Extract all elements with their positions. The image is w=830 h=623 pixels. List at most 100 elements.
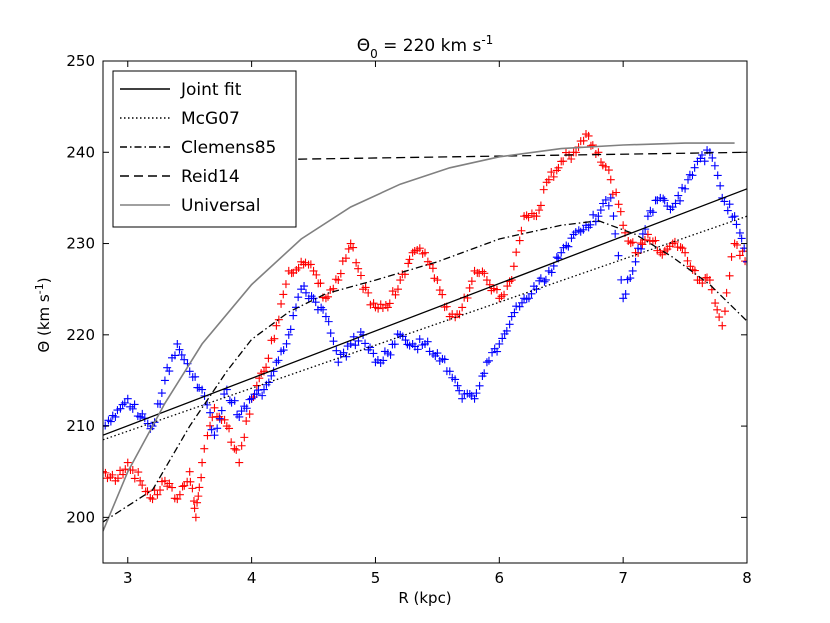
data-point: [735, 228, 744, 237]
data-point: [230, 396, 239, 405]
data-point: [604, 201, 613, 210]
data-point: [379, 356, 388, 365]
data-point: [191, 372, 200, 381]
data-point: [103, 421, 110, 430]
data-point: [210, 431, 219, 440]
legend-label: McG07: [181, 109, 240, 129]
data-point: [510, 308, 519, 317]
data-point: [168, 483, 177, 492]
data-point: [279, 290, 288, 299]
data-point: [482, 276, 491, 285]
data-point: [495, 294, 504, 303]
data-point: [586, 141, 595, 150]
data-point: [235, 458, 244, 467]
data-point: [206, 421, 215, 430]
data-point: [128, 466, 137, 475]
data-point: [710, 161, 719, 170]
joint-fit-line: [103, 188, 747, 436]
data-point: [401, 336, 410, 345]
data-point: [606, 175, 615, 184]
data-point: [123, 458, 132, 467]
data-point: [722, 288, 731, 297]
data-point: [351, 341, 360, 350]
data-point: [451, 375, 460, 384]
data-point: [492, 285, 501, 294]
data-point: [369, 299, 378, 308]
data-point: [274, 356, 283, 365]
data-point: [541, 275, 550, 284]
data-point: [160, 376, 169, 385]
data-point: [326, 329, 335, 338]
data-point: [334, 276, 343, 285]
data-point: [554, 163, 563, 172]
data-point: [656, 248, 665, 257]
legend-label: Clemens85: [181, 138, 276, 158]
data-point: [609, 212, 618, 221]
data-point: [237, 407, 246, 416]
data-point: [715, 313, 724, 322]
data-point: [334, 358, 343, 367]
data-point: [509, 262, 518, 271]
data-point: [128, 404, 137, 413]
data-point: [557, 248, 566, 257]
data-point: [200, 444, 209, 453]
data-point: [203, 431, 212, 440]
data-point: [118, 400, 127, 409]
data-point: [678, 244, 687, 253]
data-point: [207, 425, 216, 434]
data-point: [698, 279, 707, 288]
data-point: [220, 415, 229, 424]
data-point: [674, 191, 683, 200]
data-point: [683, 256, 692, 265]
legend-box: [112, 70, 297, 228]
model-lines-layer: [103, 142, 747, 532]
data-point: [681, 248, 690, 257]
data-point: [272, 358, 281, 367]
data-point: [282, 339, 291, 348]
data-point: [597, 158, 606, 167]
data-point: [393, 285, 402, 294]
data-point: [428, 264, 437, 273]
data-point: [134, 468, 143, 477]
data-point: [589, 210, 598, 219]
data-point: [549, 172, 558, 181]
data-point: [640, 235, 649, 244]
data-point: [567, 154, 576, 163]
data-point: [475, 381, 484, 390]
clemens85-line: [103, 220, 747, 523]
data-point: [190, 504, 199, 513]
data-point: [352, 258, 361, 267]
ylabel-sup: -1: [33, 283, 46, 294]
data-point: [160, 476, 169, 485]
data-point: [356, 271, 365, 280]
data-point: [445, 367, 454, 376]
data-point: [396, 276, 405, 285]
data-point: [121, 465, 130, 474]
data-point: [217, 406, 226, 415]
data-point: [316, 279, 325, 288]
data-point: [559, 157, 568, 166]
data-point: [113, 474, 122, 483]
data-point: [319, 305, 328, 314]
data-point: [527, 289, 536, 298]
data-point: [264, 354, 273, 363]
data-point: [522, 211, 531, 220]
data-point: [671, 199, 680, 208]
data-point: [433, 276, 442, 285]
data-point: [374, 304, 383, 313]
data-point: [735, 251, 744, 260]
data-point: [198, 458, 207, 467]
data-point: [515, 236, 524, 245]
data-point: [438, 290, 447, 299]
data-point: [584, 131, 593, 140]
data-point: [458, 394, 467, 403]
data-point: [423, 337, 432, 346]
chart-title: Θ0 = 220 km s-1: [357, 33, 494, 61]
data-point: [594, 212, 603, 221]
data-point: [697, 150, 706, 159]
data-point: [535, 206, 544, 215]
data-point: [480, 369, 489, 378]
data-point: [178, 482, 187, 491]
data-point: [700, 157, 709, 166]
data-point: [222, 385, 231, 394]
